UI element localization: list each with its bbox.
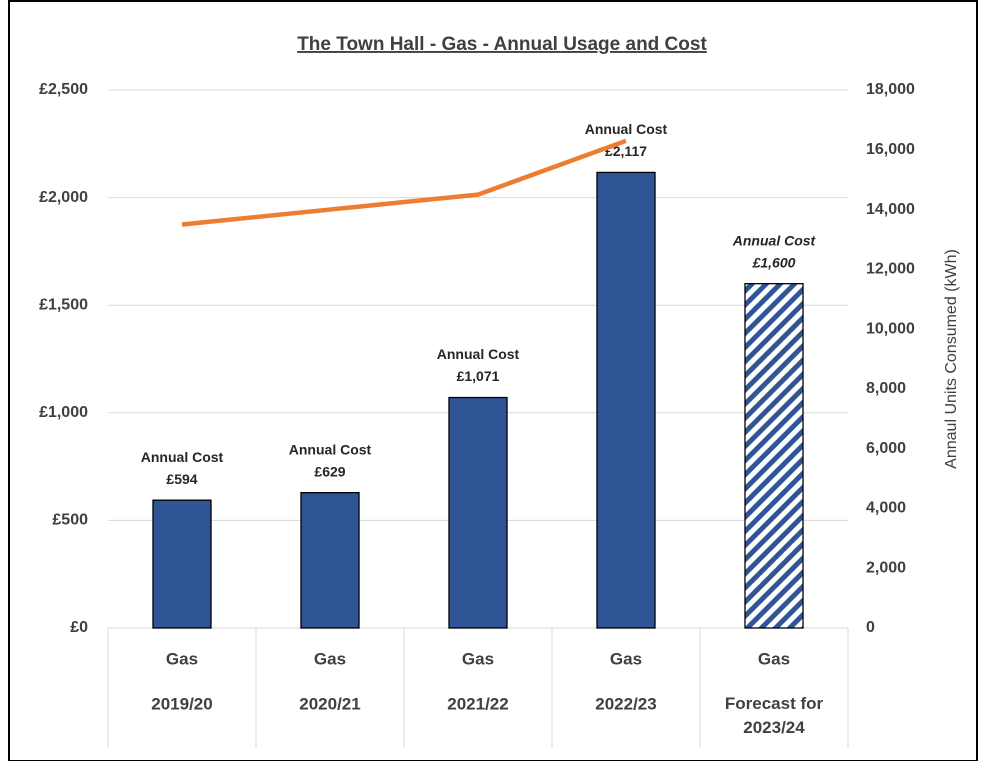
y-tick-label: £500 xyxy=(52,512,88,529)
bar xyxy=(448,396,508,629)
data-label-name: Annual Cost xyxy=(141,449,224,465)
y2-tick-label: 2,000 xyxy=(866,559,906,576)
line xyxy=(181,138,627,227)
bar xyxy=(744,283,804,629)
data-label: £594 xyxy=(166,471,197,487)
y2-tick-label: 0 xyxy=(866,619,875,636)
data-label-name: Annual Cost xyxy=(289,441,372,457)
y2-tick-label: 14,000 xyxy=(866,201,915,218)
y-tick-label: £1,000 xyxy=(39,404,88,421)
bar xyxy=(152,499,212,629)
x-tick-label: Forecast for 2023/24 xyxy=(725,694,824,737)
data-label: £1,071 xyxy=(457,368,500,384)
y2-tick-label: 8,000 xyxy=(866,380,906,397)
x-group-label: Gas xyxy=(758,649,790,668)
x-tick-label-line: Forecast for xyxy=(725,694,824,713)
data-label: £2,117 xyxy=(605,143,647,159)
x-tick-label: 2022/23 xyxy=(595,694,656,713)
y2-tick-label: 12,000 xyxy=(866,261,915,278)
frame xyxy=(8,0,978,761)
data-label: £629 xyxy=(314,463,345,479)
x-tick-label: 2019/20 xyxy=(151,694,212,713)
bar xyxy=(300,491,360,629)
data-label: £1,600 xyxy=(752,254,796,270)
x-group-label: Gas xyxy=(462,649,494,668)
data-label-name: Annual Cost xyxy=(732,232,817,248)
y-tick-label: £2,000 xyxy=(39,189,88,206)
bar xyxy=(596,171,656,629)
y2-axis-label: Annaul Units Consumed (kWh) xyxy=(943,249,960,469)
y-tick-label: £0 xyxy=(70,619,88,636)
x-tick-label: 2020/21 xyxy=(299,694,360,713)
y2-tick-label: 18,000 xyxy=(866,81,915,98)
y2-tick-label: 16,000 xyxy=(866,141,915,158)
x-tick-label-line: 2023/24 xyxy=(743,718,805,737)
x-group-label: Gas xyxy=(314,649,346,668)
y2-tick-label: 6,000 xyxy=(866,440,906,457)
data-label-name: Annual Cost xyxy=(585,121,668,137)
data-label-name: Annual Cost xyxy=(437,346,520,362)
chart-title: The Town Hall - Gas - Annual Usage and C… xyxy=(297,34,707,55)
y-tick-label: £1,500 xyxy=(39,296,88,313)
x-tick-label: 2021/22 xyxy=(447,694,508,713)
x-group-label: Gas xyxy=(166,649,198,668)
x-group-label: Gas xyxy=(610,649,642,668)
y2-tick-label: 10,000 xyxy=(866,320,915,337)
y-tick-label: £2,500 xyxy=(39,81,88,98)
y2-tick-label: 4,000 xyxy=(866,500,906,517)
